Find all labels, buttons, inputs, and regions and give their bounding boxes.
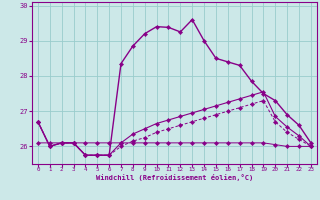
X-axis label: Windchill (Refroidissement éolien,°C): Windchill (Refroidissement éolien,°C) bbox=[96, 174, 253, 181]
